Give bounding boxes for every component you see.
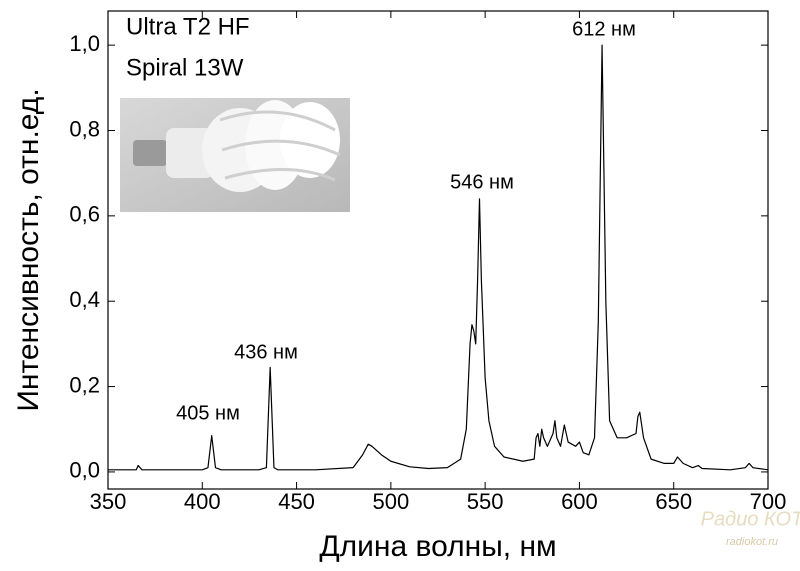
peak-label: 546 нм bbox=[450, 171, 514, 193]
x-tick-label: 600 bbox=[561, 489, 598, 514]
x-tick-label: 350 bbox=[90, 489, 127, 514]
annotation: Ultra T2 HF bbox=[126, 13, 250, 40]
x-tick-label: 400 bbox=[184, 489, 221, 514]
spectrum-line bbox=[108, 44, 769, 471]
peak-label: 612 нм bbox=[572, 18, 636, 40]
watermark: radiokot.ru bbox=[726, 536, 778, 548]
y-axis-title: Интенсивность, отн.ед. bbox=[12, 88, 45, 411]
y-tick-label: 0,6 bbox=[69, 202, 100, 227]
y-tick-label: 0,0 bbox=[69, 458, 100, 483]
peak-label: 436 нм bbox=[234, 341, 298, 363]
x-tick-label: 550 bbox=[467, 489, 504, 514]
lamp-photo bbox=[120, 98, 350, 212]
annotation: Spiral 13W bbox=[126, 54, 244, 81]
x-tick-label: 450 bbox=[278, 489, 315, 514]
x-tick-label: 500 bbox=[372, 489, 409, 514]
peak-label: 405 нм bbox=[176, 402, 240, 424]
x-tick-label: 700 bbox=[750, 489, 787, 514]
y-tick-label: 0,4 bbox=[69, 287, 100, 312]
y-tick-label: 0,8 bbox=[69, 116, 100, 141]
x-axis-title: Длина волны, нм bbox=[319, 530, 556, 563]
plot-frame bbox=[107, 10, 769, 490]
x-tick-label: 650 bbox=[655, 489, 692, 514]
y-tick-label: 0,2 bbox=[69, 372, 100, 397]
watermark: Радио КОТ bbox=[701, 508, 800, 530]
y-tick-label: 1,0 bbox=[69, 31, 100, 56]
